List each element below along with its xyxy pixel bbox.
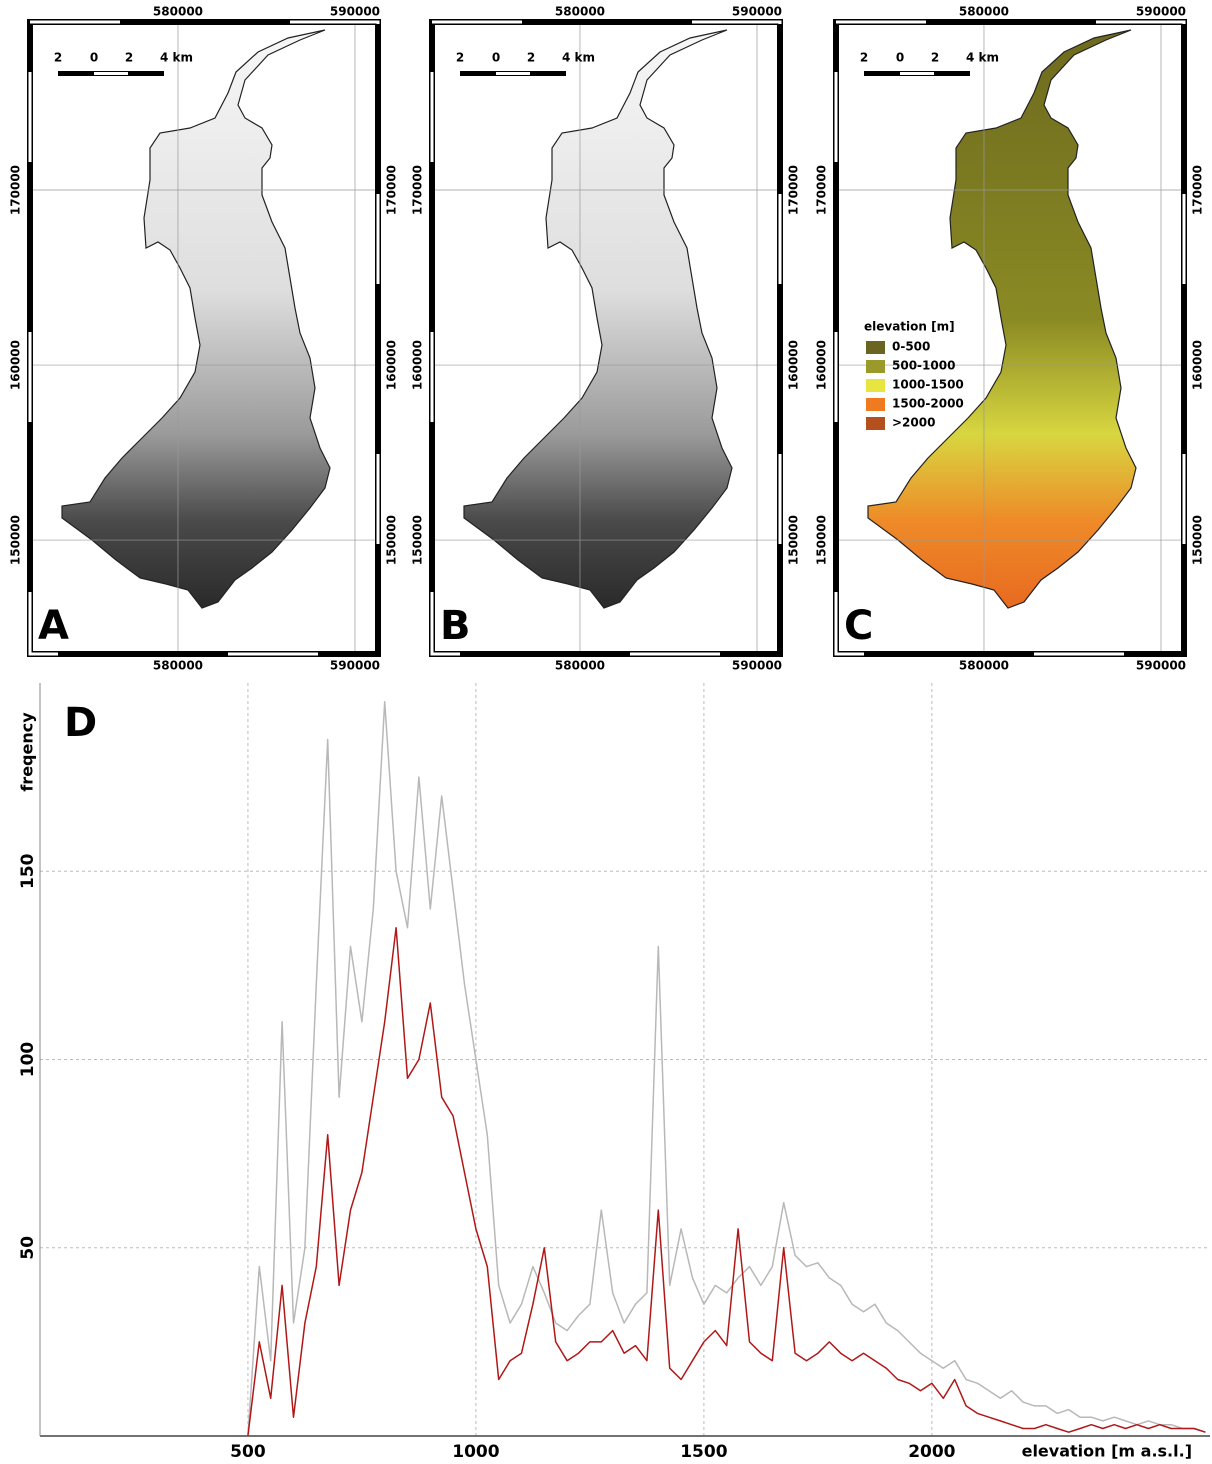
scale-label: 4 km xyxy=(562,51,595,65)
y-tick-label: 170000 xyxy=(385,165,399,215)
y-tick-label: 170000 xyxy=(787,165,801,215)
legend-swatch xyxy=(866,398,885,411)
x-tick-label: 1000 xyxy=(452,1442,499,1462)
y-tick-label: 170000 xyxy=(815,165,829,215)
y-tick-label: 160000 xyxy=(787,340,801,390)
x-axis-label: elevation [m a.s.l.] xyxy=(1022,1442,1192,1461)
x-tick-label: 580000 xyxy=(959,659,1009,673)
x-tick-label: 590000 xyxy=(330,5,380,19)
y-tick-label: 170000 xyxy=(1191,165,1205,215)
legend-label: 0-500 xyxy=(892,340,930,354)
y-tick-label: 150000 xyxy=(9,515,23,565)
series-line xyxy=(247,926,1206,1437)
y-tick-label: 50 xyxy=(18,1236,38,1260)
scale-label: 2 xyxy=(527,51,535,65)
legend-label: 1500-2000 xyxy=(892,397,964,411)
scale-label: 2 xyxy=(54,51,62,65)
x-tick-label: 2000 xyxy=(908,1442,955,1462)
legend-label: 1000-1500 xyxy=(892,378,964,392)
y-tick-label: 150000 xyxy=(787,515,801,565)
panel-label: C xyxy=(844,603,873,649)
scale-label: 0 xyxy=(896,51,904,65)
x-tick-label: 580000 xyxy=(153,659,203,673)
x-tick-label: 590000 xyxy=(1136,659,1186,673)
y-tick-label: 160000 xyxy=(815,340,829,390)
x-tick-label: 580000 xyxy=(959,5,1009,19)
scale-label: 4 km xyxy=(160,51,193,65)
x-tick-label: 590000 xyxy=(732,5,782,19)
y-axis-label: freqency xyxy=(18,712,37,792)
map-frame-stripes xyxy=(834,20,1186,656)
panel-label: D xyxy=(64,700,97,746)
scale-label: 0 xyxy=(90,51,98,65)
x-tick-label: 590000 xyxy=(1136,5,1186,19)
scale-bar xyxy=(496,72,530,75)
map-panel: 580000 580000 590000 590000 150000 150000 1600… xyxy=(411,5,801,673)
scale-label: 2 xyxy=(860,51,868,65)
map-frame-stripes xyxy=(430,20,782,656)
y-tick-label: 160000 xyxy=(9,340,23,390)
y-tick-label: 150000 xyxy=(411,515,425,565)
x-tick-label: 580000 xyxy=(555,659,605,673)
y-tick-label: 150 xyxy=(18,853,38,889)
legend-swatch xyxy=(866,417,885,430)
panel-label: B xyxy=(440,603,471,649)
map-frame-stripes xyxy=(28,20,380,656)
scale-label: 2 xyxy=(456,51,464,65)
scale-bar xyxy=(900,72,934,75)
legend-title: elevation [m] xyxy=(864,320,955,334)
y-tick-label: 170000 xyxy=(411,165,425,215)
x-tick-label: 590000 xyxy=(732,659,782,673)
legend-swatch xyxy=(866,379,885,392)
legend-swatch xyxy=(866,341,885,354)
x-tick-label: 590000 xyxy=(330,659,380,673)
scale-label: 0 xyxy=(492,51,500,65)
y-tick-label: 160000 xyxy=(411,340,425,390)
scale-label: 2 xyxy=(931,51,939,65)
legend-label: 500-1000 xyxy=(892,359,955,373)
legend-swatch xyxy=(866,360,885,373)
legend-label: >2000 xyxy=(892,416,935,430)
y-tick-label: 150000 xyxy=(815,515,829,565)
x-tick-label: 580000 xyxy=(555,5,605,19)
series-line xyxy=(247,701,1206,1437)
y-tick-label: 100 xyxy=(18,1042,38,1078)
y-tick-label: 150000 xyxy=(1191,515,1205,565)
y-tick-label: 150000 xyxy=(385,515,399,565)
x-tick-label: 500 xyxy=(230,1442,266,1462)
scale-bar xyxy=(94,72,128,75)
x-tick-label: 580000 xyxy=(153,5,203,19)
panel-label: A xyxy=(38,603,69,649)
x-tick-label: 1500 xyxy=(680,1442,727,1462)
y-tick-label: 160000 xyxy=(385,340,399,390)
map-panel: 580000 580000 590000 590000 150000 150000 1600… xyxy=(815,5,1205,673)
scale-label: 4 km xyxy=(966,51,999,65)
y-tick-label: 170000 xyxy=(9,165,23,215)
y-tick-label: 160000 xyxy=(1191,340,1205,390)
map-panel: 580000 580000 590000 590000 150000 150000 1600… xyxy=(9,5,399,673)
scale-label: 2 xyxy=(125,51,133,65)
